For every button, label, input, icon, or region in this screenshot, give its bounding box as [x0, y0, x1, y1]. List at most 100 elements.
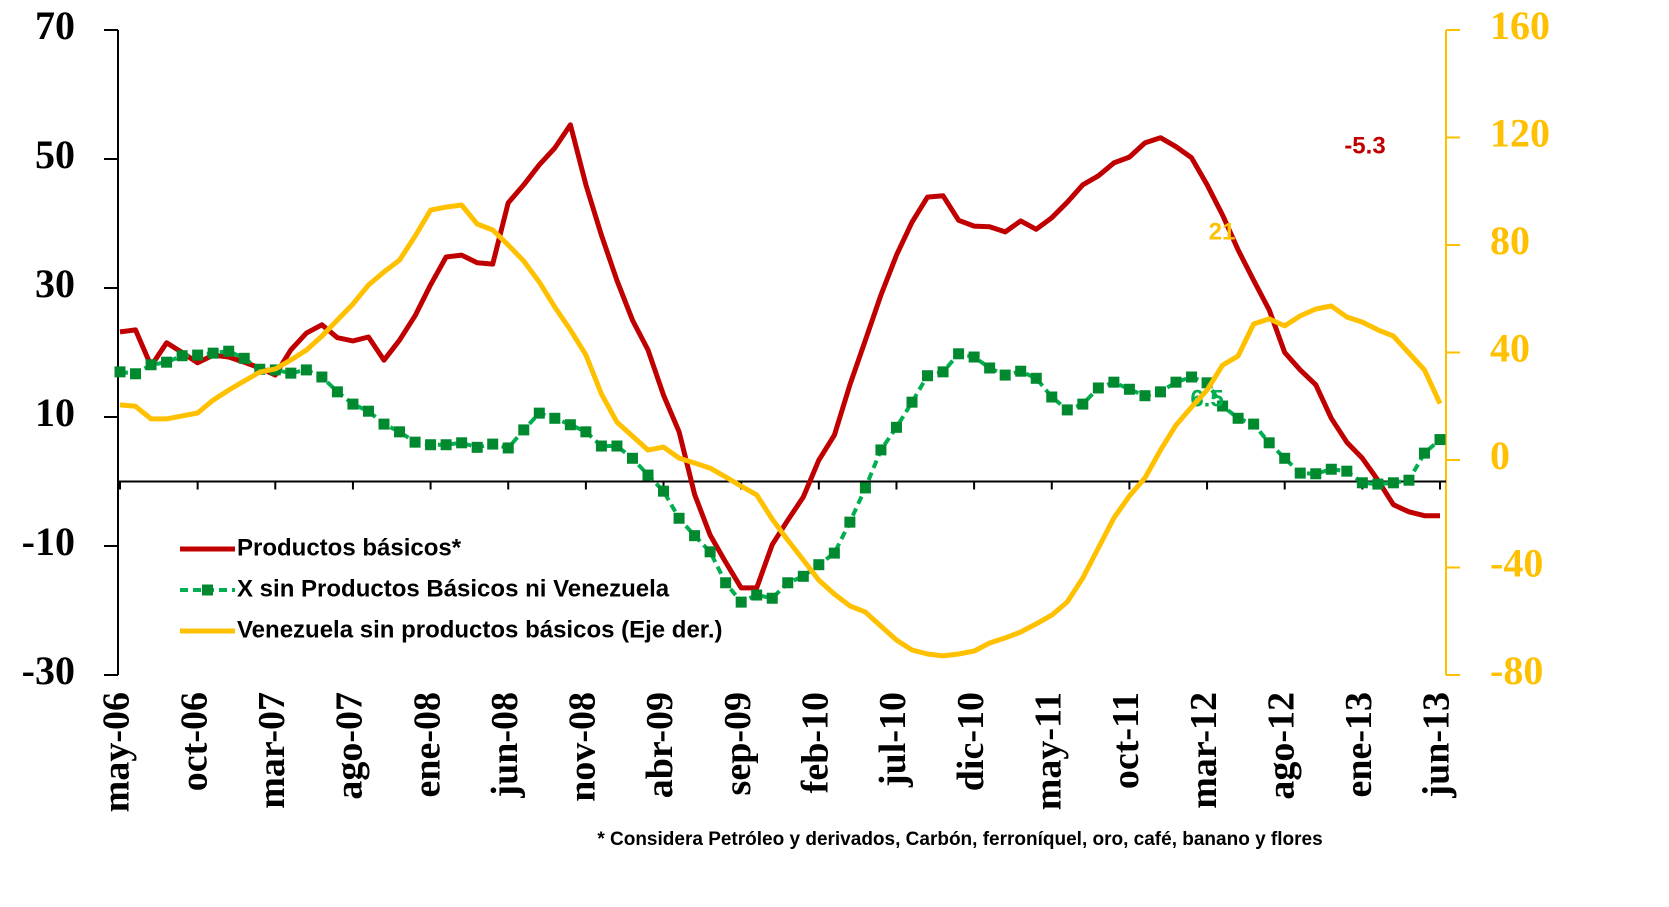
marker [549, 412, 561, 424]
marker [1232, 412, 1244, 424]
marker [595, 440, 607, 452]
marker [580, 426, 592, 438]
marker [1015, 365, 1027, 377]
marker [844, 516, 856, 528]
x-tick-label: ene-08 [406, 692, 448, 798]
marker [1170, 376, 1182, 388]
series-line [119, 349, 1442, 605]
marker [1294, 467, 1306, 479]
x-tick-label: abr-09 [639, 692, 681, 798]
marker [1263, 437, 1275, 449]
marker [533, 407, 545, 419]
marker [300, 364, 312, 376]
marker [285, 367, 297, 379]
marker [797, 570, 809, 582]
marker [1092, 382, 1104, 394]
marker [456, 437, 468, 449]
marker [1077, 398, 1089, 410]
marker [658, 485, 670, 497]
x-tick-label: dic-10 [950, 692, 992, 791]
marker [626, 452, 638, 464]
marker [1186, 371, 1198, 383]
x-tick-label: ago-07 [329, 692, 371, 800]
x-tick-label: mar-07 [251, 692, 293, 809]
marker [968, 351, 980, 363]
marker [828, 547, 840, 559]
marker [1372, 478, 1384, 490]
marker [642, 469, 654, 481]
marker [331, 386, 343, 398]
marker [735, 596, 747, 608]
marker [487, 438, 499, 450]
y2-tick-label: 120 [1490, 111, 1550, 156]
x-tick-label: jun-13 [1416, 692, 1458, 799]
x-tick-label: ene-13 [1338, 692, 1380, 798]
marker [751, 589, 763, 601]
marker [1387, 477, 1399, 489]
marker [145, 359, 157, 371]
marker [999, 369, 1011, 381]
marker [689, 530, 701, 542]
legend-label: X sin Productos Básicos ni Venezuela [237, 575, 670, 602]
marker [114, 366, 126, 378]
y-tick-label: 50 [35, 132, 75, 177]
y2-tick-label: 0 [1490, 433, 1510, 478]
marker [859, 482, 871, 494]
marker [922, 370, 934, 382]
x-tick-label: ago-12 [1260, 692, 1302, 800]
x-tick-label: sep-09 [717, 692, 759, 795]
marker [347, 398, 359, 410]
marker [766, 592, 778, 604]
x-tick-label: jun-08 [484, 692, 526, 799]
marker [813, 559, 825, 571]
x-tick-label: nov-08 [562, 692, 604, 802]
marker [1310, 468, 1322, 480]
marker [1217, 400, 1229, 412]
marker [362, 405, 374, 417]
marker [1279, 452, 1291, 464]
marker [1418, 447, 1430, 459]
marker [1341, 465, 1353, 477]
marker [984, 362, 996, 374]
marker [1061, 404, 1073, 416]
marker [254, 363, 266, 375]
y2-tick-label: -80 [1490, 648, 1543, 693]
marker [611, 440, 623, 452]
marker [890, 421, 902, 433]
marker [875, 444, 887, 456]
marker [673, 512, 685, 524]
x-tick-label: jul-10 [872, 692, 914, 788]
x-tick-label: oct-11 [1105, 692, 1147, 789]
marker [1356, 477, 1368, 489]
y-tick-label: 30 [35, 261, 75, 306]
x-tick-label: oct-06 [173, 692, 215, 791]
marker [502, 442, 514, 454]
marker [409, 436, 421, 448]
marker [937, 366, 949, 378]
x-tick-label: mar-12 [1183, 692, 1225, 809]
footnote: * Considera Petróleo y derivados, Carbón… [597, 829, 1322, 850]
data-label: -5.3 [1344, 132, 1385, 159]
y-tick-label: -10 [22, 519, 75, 564]
marker [782, 577, 794, 589]
marker [378, 418, 390, 430]
marker [1154, 386, 1166, 398]
y-tick-label: 10 [35, 390, 75, 435]
marker [1046, 391, 1058, 403]
marker [1325, 463, 1337, 475]
legend-marker [202, 584, 213, 596]
marker [440, 439, 452, 451]
y2-tick-label: 40 [1490, 326, 1530, 371]
y2-tick-label: -40 [1490, 541, 1543, 586]
marker [238, 352, 250, 364]
y-tick-label: 70 [35, 3, 75, 48]
marker [471, 441, 483, 453]
marker [1108, 376, 1120, 388]
data-label: 21 [1209, 218, 1236, 245]
marker [564, 419, 576, 431]
legend-label: Productos básicos* [237, 534, 462, 561]
marker [1434, 434, 1446, 446]
marker [720, 577, 732, 589]
legend-label: Venezuela sin productos básicos (Eje der… [237, 616, 722, 643]
